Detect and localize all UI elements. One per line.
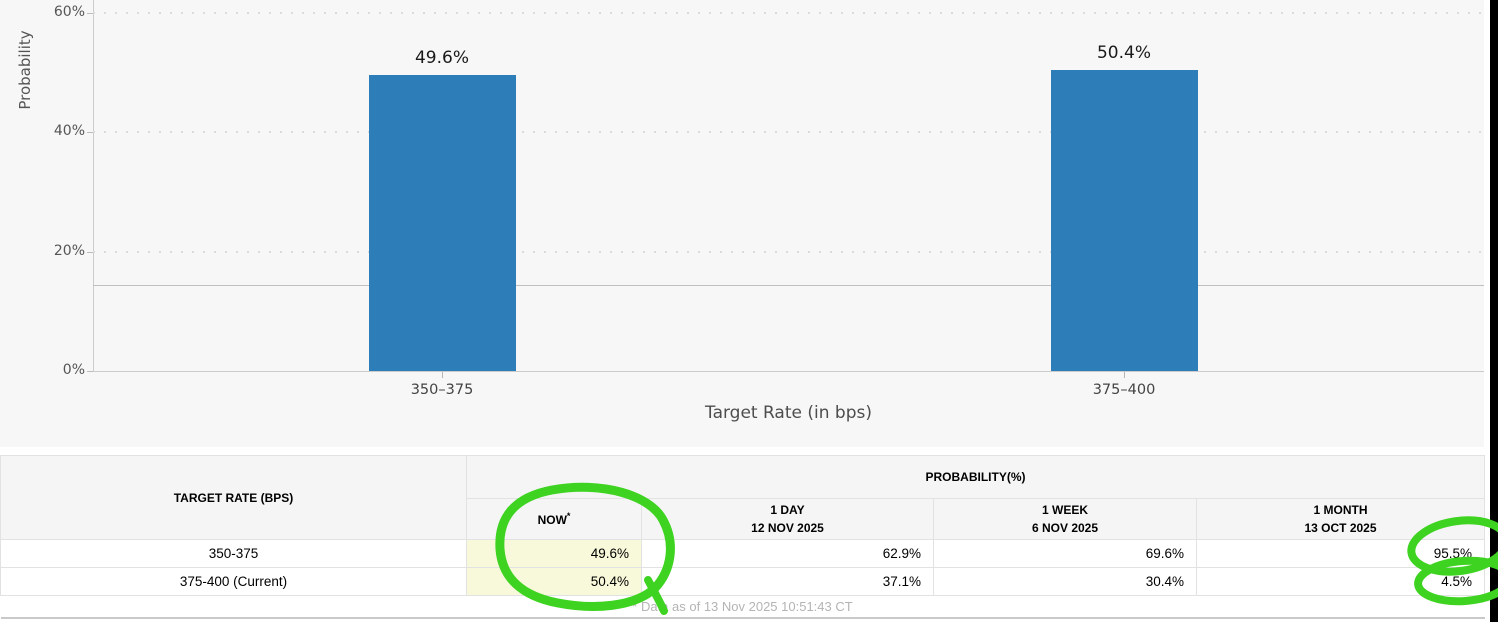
col-header-now: NOW* — [466, 498, 642, 540]
table-row-375-400: 375-400 (Current) 50.4% 37.1% 30.4% 4.5% — [0, 567, 1485, 596]
gridline-20 — [93, 250, 1484, 253]
col-header-1-week-line2: 6 NOV 2025 — [1031, 521, 1099, 535]
gridline-40 — [93, 131, 1484, 134]
col-header-1-week-line1: 1 WEEK — [1041, 503, 1088, 517]
x-tick-label-350-375: 350–375 — [410, 382, 474, 398]
x-axis-line — [93, 371, 1484, 372]
y-tick-mark — [87, 371, 93, 372]
col-header-1-month: 1 MONTH 13 OCT 2025 — [1196, 498, 1485, 540]
y-tick-mark — [87, 132, 93, 134]
y-tick-mark — [87, 13, 93, 14]
x-tick-mark — [1124, 372, 1125, 378]
col-header-1-month-line2: 13 OCT 2025 — [1304, 521, 1377, 535]
now-asterisk: * — [566, 510, 571, 521]
table-row-350-375: 350-375 49.6% 62.9% 69.6% 95.5% — [0, 539, 1485, 568]
col-header-1-month-line1: 1 MONTH — [1313, 503, 1368, 517]
y-tick-label: 20% — [53, 242, 85, 259]
probability-bar-chart: 0% 20% 40% 60% 49.6% 350–375 50.4% 375–400 Prob… — [16, 0, 1484, 423]
bar-value-label-350-375: 49.6% — [414, 48, 469, 69]
now-label: NOW — [537, 512, 567, 527]
plot-area: 0% 20% 40% 60% 49.6% 350–375 50.4% 375–400 — [53, 0, 1484, 398]
cell-target-rate-350-375: 350-375 — [0, 539, 467, 568]
cell-1day-350-375: 62.9% — [641, 539, 934, 568]
bar-value-label-375-400: 50.4% — [1096, 43, 1151, 64]
data-as-of-footnote: * Data as of 13 Nov 2025 10:51:43 CT — [0, 595, 1485, 619]
col-header-target-rate: TARGET RATE (BPS) — [0, 455, 467, 540]
y-tick-label: 40% — [53, 123, 85, 140]
cell-target-rate-375-400: 375-400 (Current) — [0, 567, 467, 596]
probability-table: TARGET RATE (BPS) PROBABILITY(%) NOW* 1 … — [0, 455, 1485, 619]
col-header-1-day: 1 DAY 12 NOV 2025 — [641, 498, 934, 540]
cell-1month-375-400: 4.5% — [1196, 567, 1485, 596]
y-axis-line — [93, 0, 94, 371]
cell-1week-375-400: 30.4% — [933, 567, 1197, 596]
gridline-60 — [93, 12, 1484, 14]
reference-line — [93, 285, 1484, 287]
bar-350-375[interactable] — [368, 75, 516, 371]
cell-now-350-375: 49.6% — [466, 539, 642, 568]
right-edge-black-bar — [1490, 0, 1498, 622]
y-tick-label: 60% — [53, 4, 85, 20]
cell-1month-350-375: 95.5% — [1196, 539, 1485, 568]
col-header-1-week: 1 WEEK 6 NOV 2025 — [933, 498, 1197, 540]
x-tick-mark — [442, 372, 443, 378]
cell-now-375-400: 50.4% — [466, 567, 642, 596]
bar-375-400[interactable] — [1050, 70, 1198, 371]
x-tick-label-375-400: 375–400 — [1092, 382, 1156, 398]
y-tick-label: 0% — [62, 362, 85, 378]
col-header-1-day-line2: 12 NOV 2025 — [751, 521, 824, 535]
y-axis-title: Probability — [16, 30, 34, 110]
cell-1week-350-375: 69.6% — [933, 539, 1197, 568]
col-header-1-day-line1: 1 DAY — [770, 503, 805, 517]
col-header-probability-group: PROBABILITY(%) — [466, 455, 1485, 499]
x-axis-title: Target Rate (in bps) — [705, 403, 872, 423]
y-tick-mark — [87, 251, 93, 253]
cell-1day-375-400: 37.1% — [641, 567, 934, 596]
